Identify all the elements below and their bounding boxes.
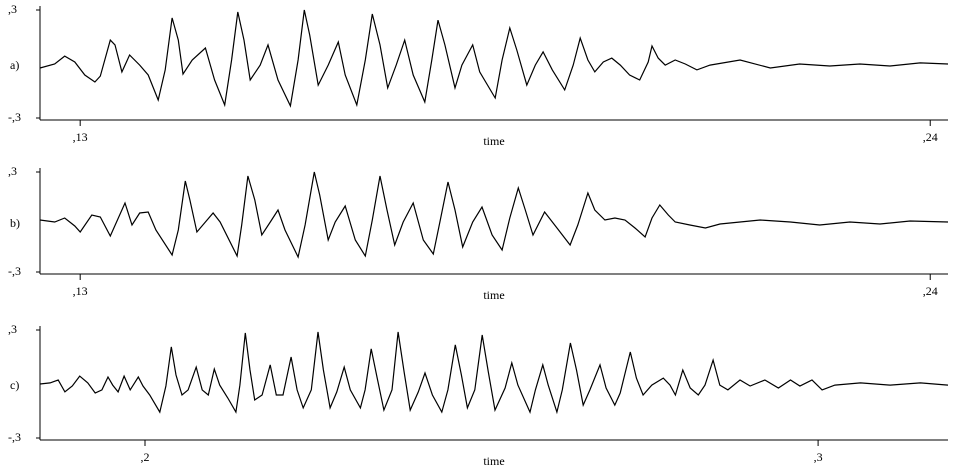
y-tick-label: ,3 xyxy=(8,164,17,178)
y-tick-label: -,3 xyxy=(8,430,21,444)
panel-label: c) xyxy=(10,378,19,392)
x-tick-label: ,2 xyxy=(141,450,150,464)
panel-label: a) xyxy=(10,58,19,72)
x-tick-label: ,13 xyxy=(73,130,88,144)
y-tick-label: -,3 xyxy=(8,110,21,124)
x-tick-label: ,24 xyxy=(923,130,938,144)
y-tick-label: -,3 xyxy=(8,264,21,278)
x-tick-label: ,13 xyxy=(73,284,88,298)
x-axis-label: time xyxy=(483,454,504,468)
x-axis-label: time xyxy=(483,288,504,302)
x-tick-label: ,3 xyxy=(814,450,823,464)
y-tick-label: ,3 xyxy=(8,322,17,336)
panel-label: b) xyxy=(10,216,20,230)
signal-line xyxy=(39,331,949,415)
x-tick-label: ,24 xyxy=(923,284,938,298)
y-tick-label: ,3 xyxy=(8,2,17,16)
signal-line xyxy=(39,171,949,259)
signal-line xyxy=(39,9,949,108)
x-axis-label: time xyxy=(483,134,504,148)
